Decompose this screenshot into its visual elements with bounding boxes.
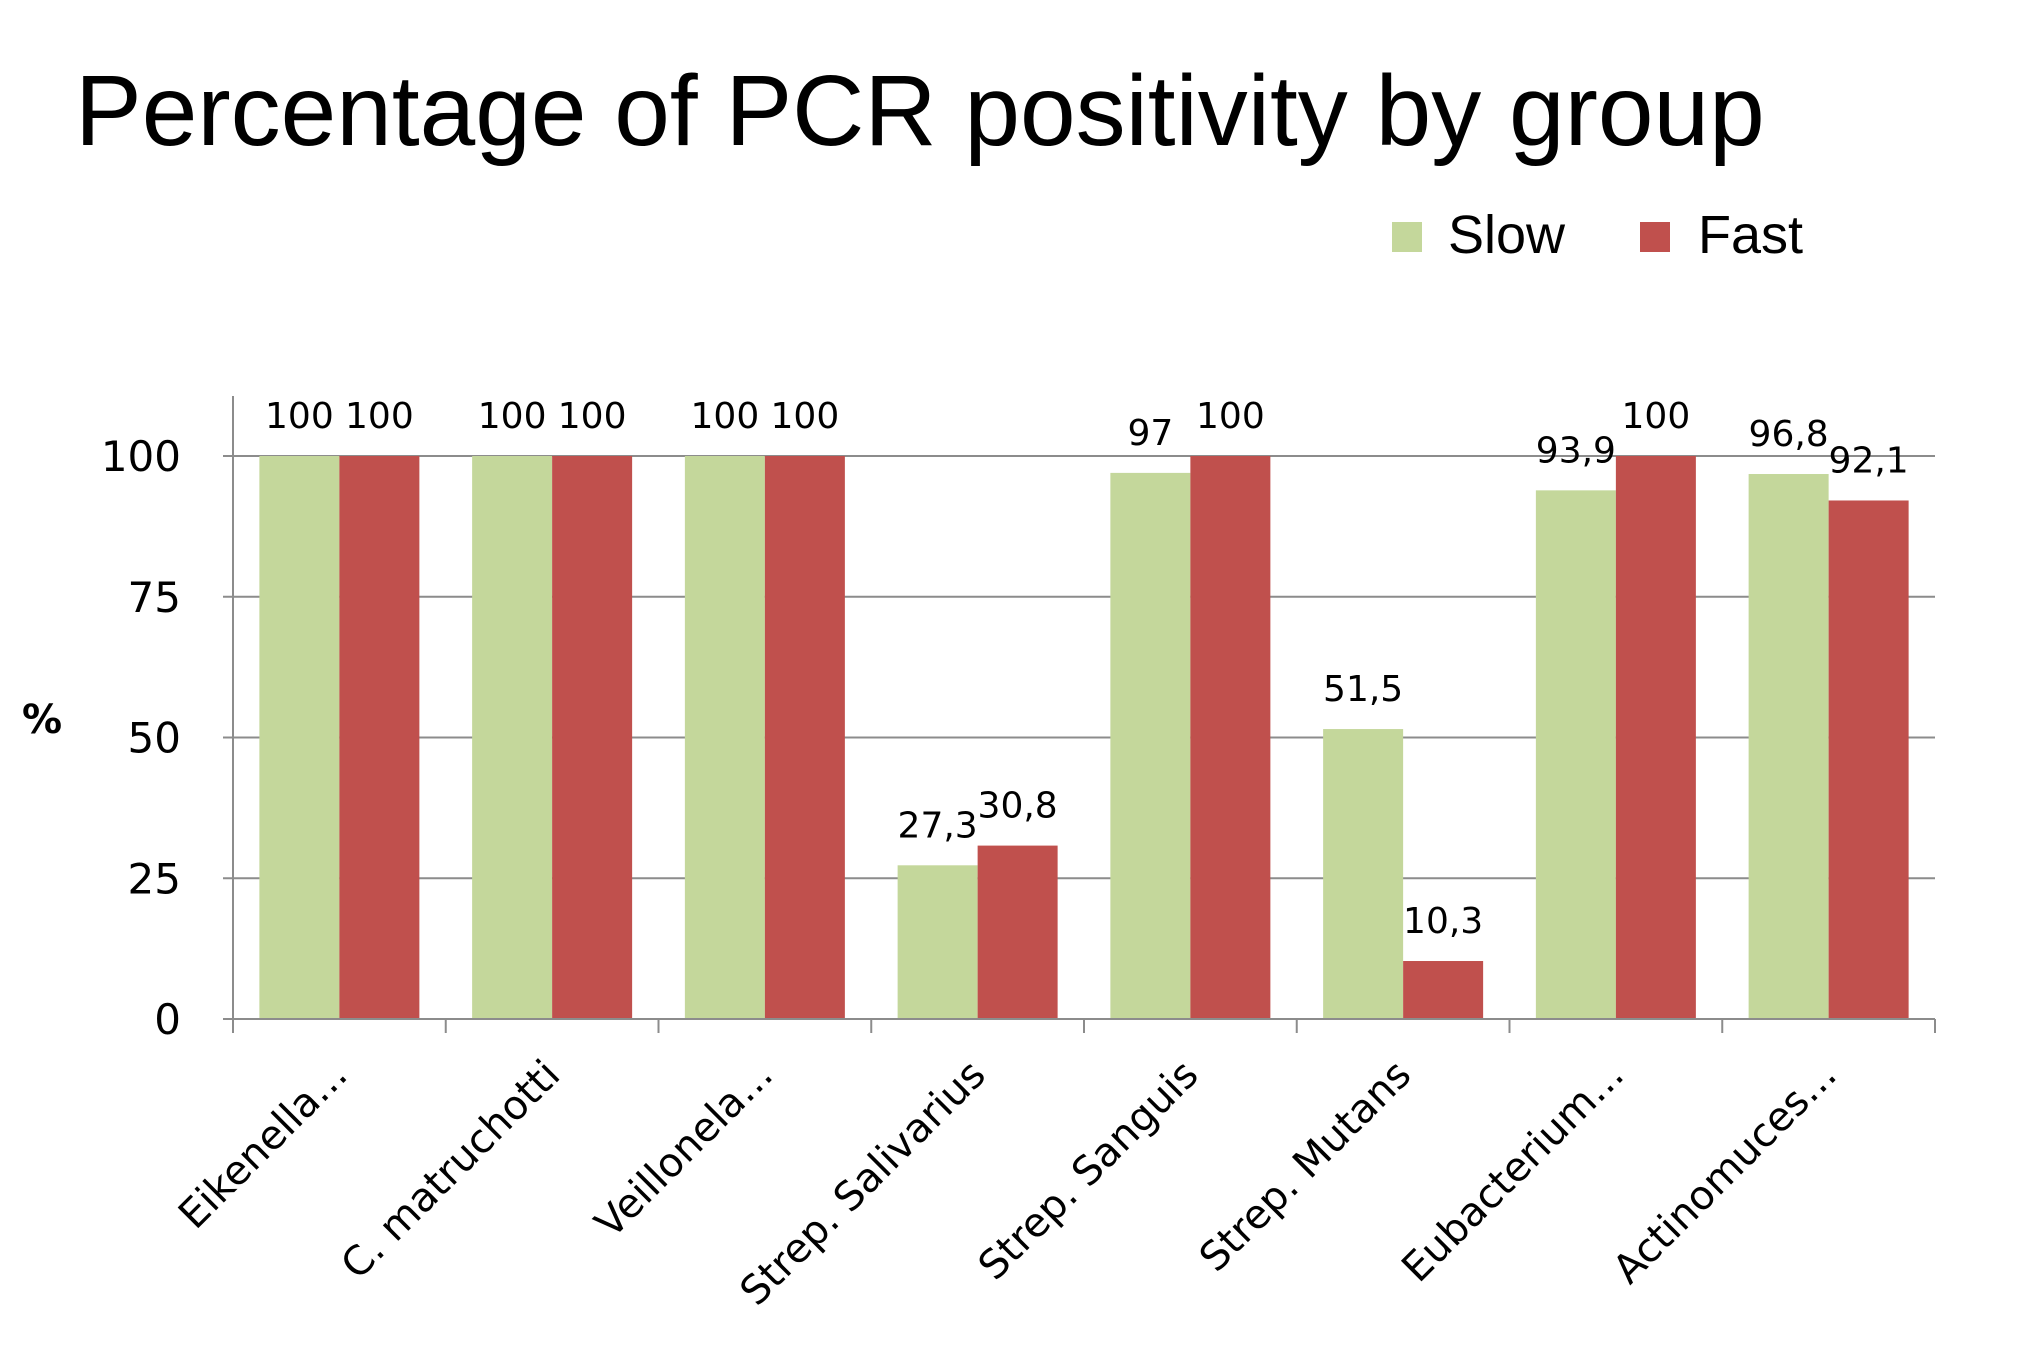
data-label-fast-1: 100 [558,396,627,437]
y-axis-label: % [22,697,62,743]
data-label-slow-3: 27,3 [898,805,978,846]
data-label-fast-0: 100 [345,396,414,437]
bar-fast-2 [764,456,845,1019]
y-tick-label-50: 50 [128,714,181,763]
legend-label-slow: Slow [1448,205,1566,265]
bar-fast-5 [1403,961,1484,1019]
data-label-slow-4: 97 [1127,413,1173,454]
bar-slow-5 [1323,729,1404,1019]
bar-fast-0 [339,456,420,1019]
category-label-4: Strep. Sanguis [970,1052,1208,1290]
bar-fast-6 [1615,456,1696,1019]
bar-fast-1 [552,456,633,1019]
bars [259,456,1909,1019]
bar-slow-1 [472,456,553,1019]
category-label-5: Strep. Mutans [1191,1052,1420,1281]
data-label-fast-5: 10,3 [1403,901,1483,942]
bar-slow-7 [1748,474,1829,1019]
y-tick-label-100: 100 [101,432,181,481]
category-label-7: Actinomuces... [1604,1052,1845,1293]
y-tick-label-25: 25 [128,854,181,903]
bar-slow-3 [897,865,978,1019]
data-label-slow-6: 93,9 [1536,430,1616,471]
bar-fast-3 [977,845,1058,1019]
category-label-1: C. matruchotti [333,1052,570,1289]
data-label-fast-6: 100 [1622,396,1691,437]
data-label-fast-7: 92,1 [1829,440,1909,481]
data-label-fast-4: 100 [1196,396,1265,437]
data-label-slow-1: 100 [478,396,547,437]
bar-fast-7 [1828,500,1909,1019]
legend-swatch-fast [1640,222,1670,252]
bar-slow-2 [684,456,765,1019]
bar-fast-4 [1190,456,1271,1019]
data-label-slow-7: 96,8 [1749,414,1829,455]
y-tick-label-75: 75 [128,573,181,622]
legend-swatch-slow [1392,222,1422,252]
data-label-slow-0: 100 [265,396,334,437]
legend-label-fast: Fast [1698,205,1803,265]
data-label-fast-3: 30,8 [978,786,1058,827]
bar-slow-4 [1110,472,1191,1019]
data-labels: 100 100 100 100 100 100 27,3 30,8 97 100 51,5 10,3 9… [265,396,1909,942]
category-label-2: Veillonela... [586,1052,781,1247]
bar-slow-6 [1535,490,1616,1019]
legend: Slow Fast [1392,205,1803,265]
axes: 0 25 50 75 100 [101,396,1936,1044]
category-label-6: Eubacterium... [1393,1052,1633,1292]
chart-title: Percentage of PCR positivity by group [75,55,1765,167]
category-label-0: Eikenella... [170,1052,356,1238]
data-label-slow-5: 51,5 [1323,669,1403,710]
y-tick-label-0: 0 [154,995,181,1044]
category-labels: Eikenella...C. matruchotti Veillonela... S… [170,1052,1846,1315]
data-label-fast-2: 100 [771,396,840,437]
data-label-slow-2: 100 [691,396,760,437]
bar-slow-0 [259,456,340,1019]
